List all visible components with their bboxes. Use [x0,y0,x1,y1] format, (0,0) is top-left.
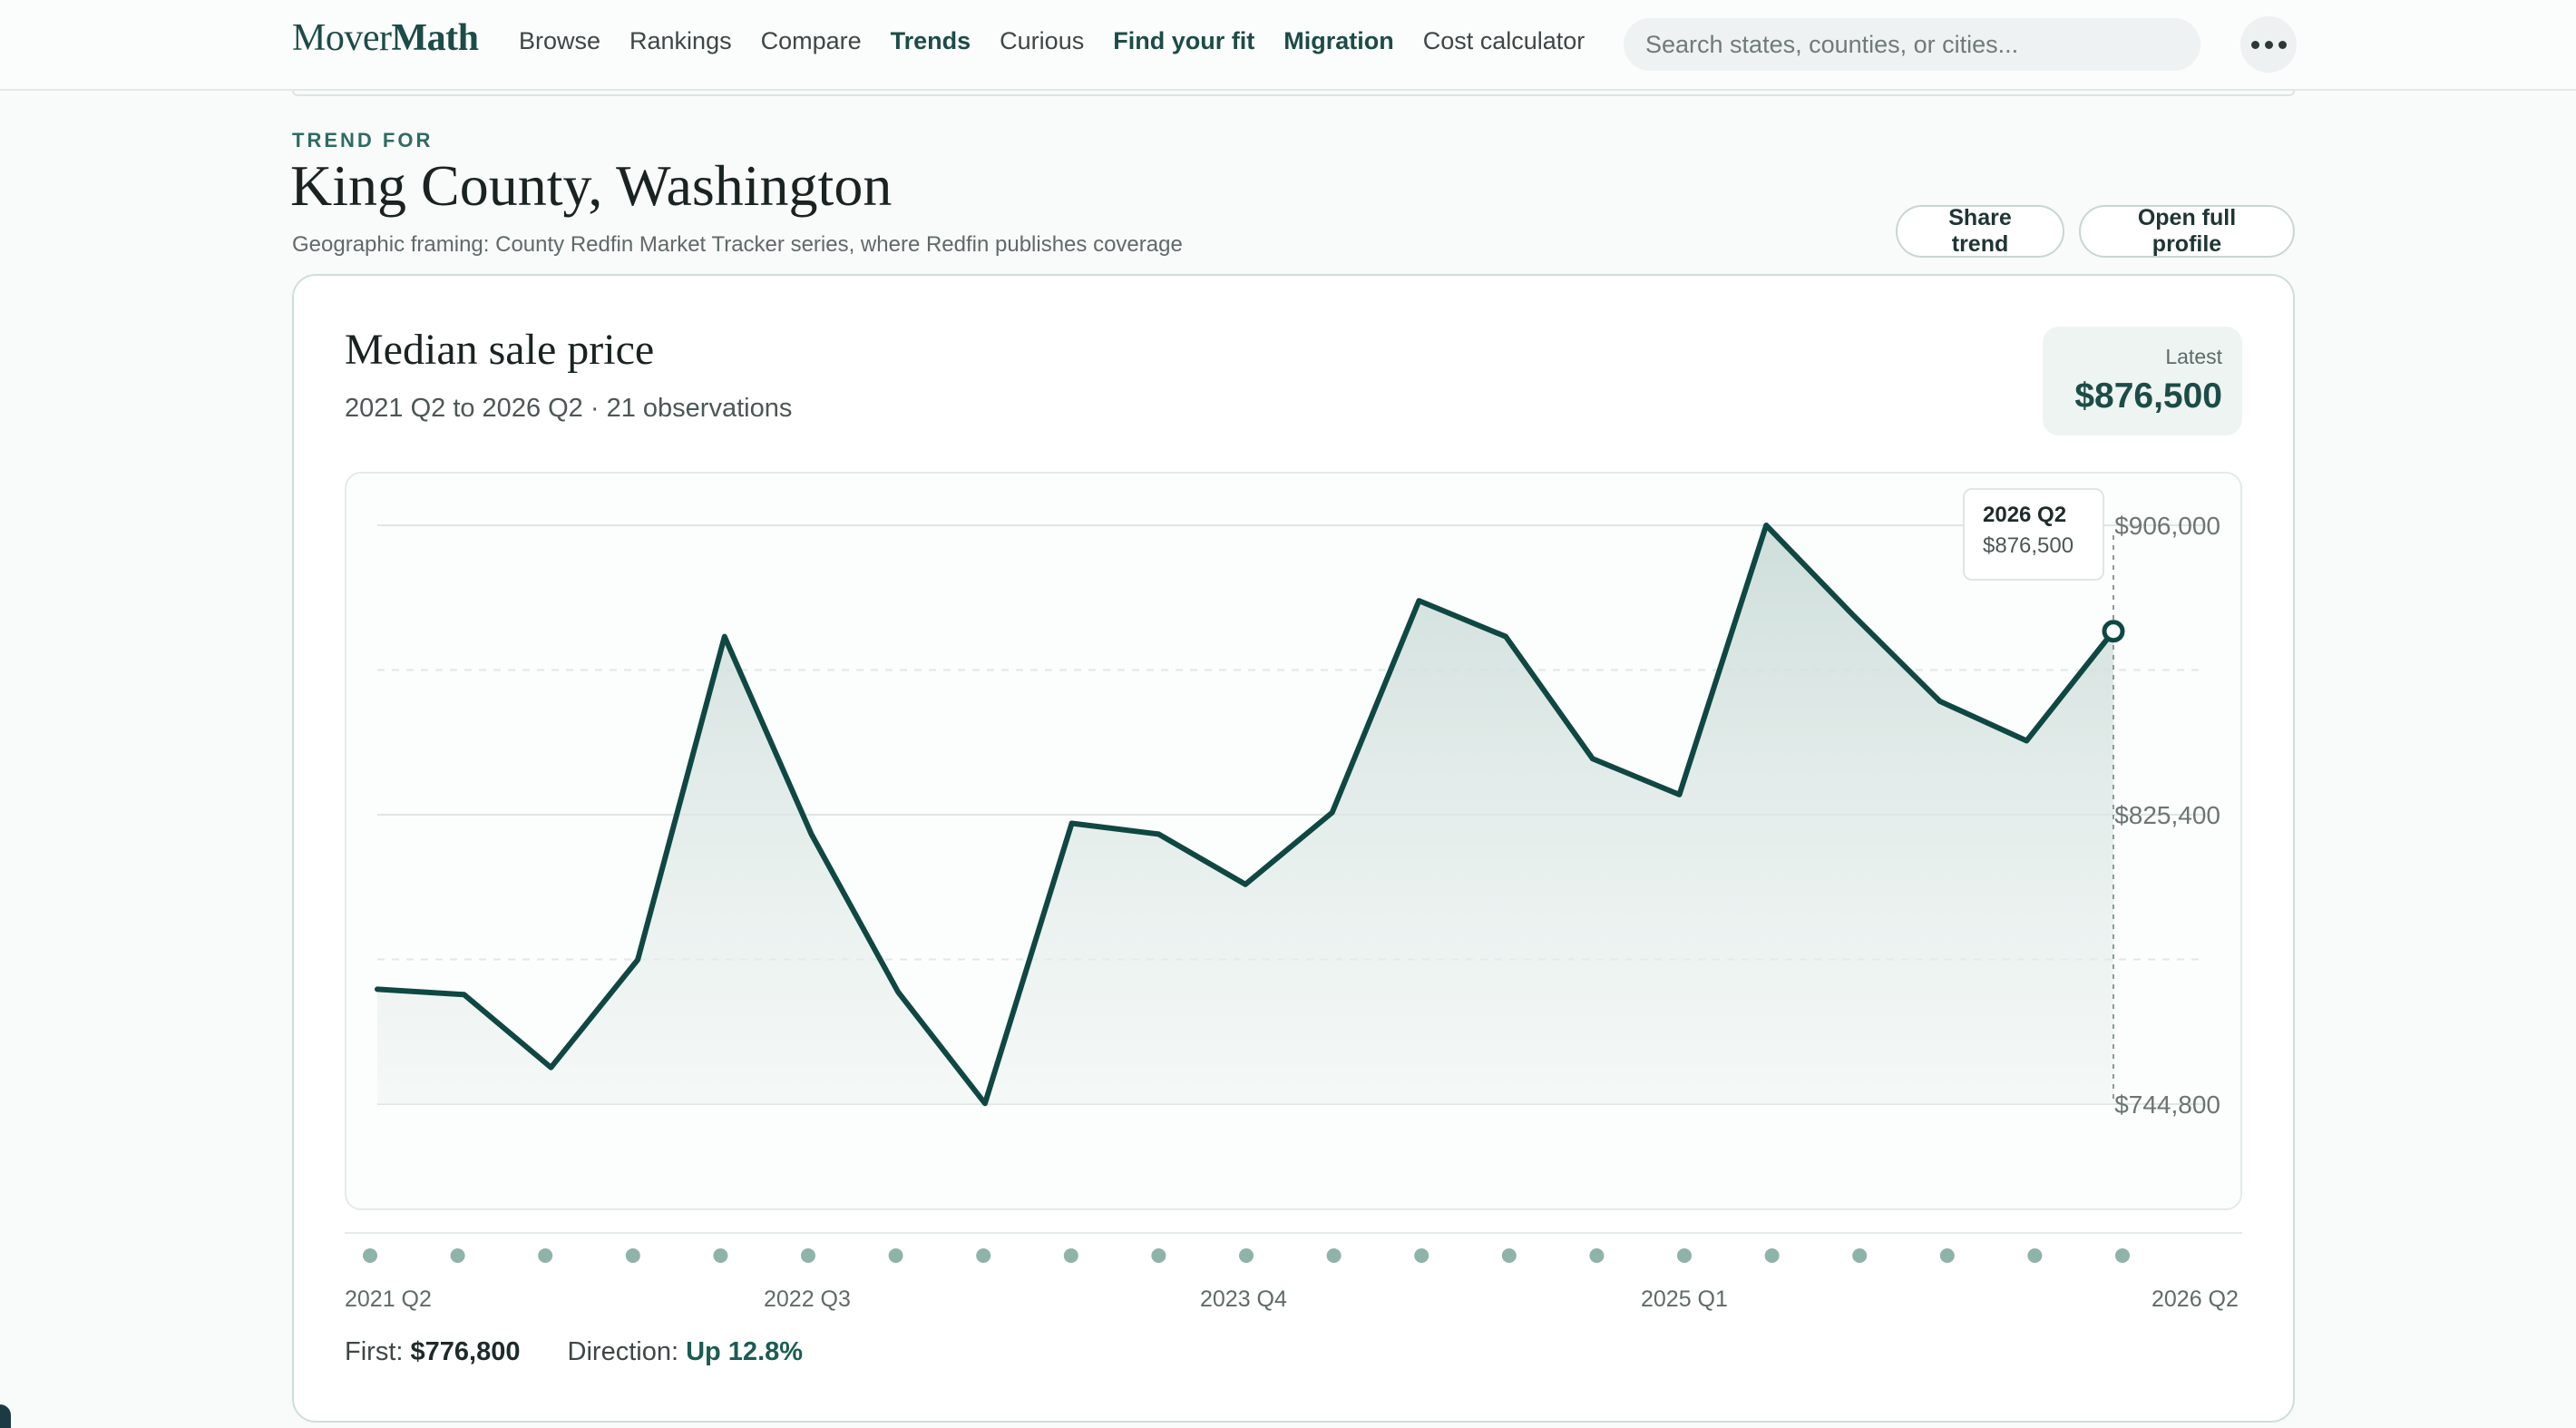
more-menu-button[interactable] [2240,16,2297,73]
first-stat: First: $776,800 [345,1337,520,1367]
latest-label: Latest [2165,345,2222,368]
x-axis-label: 2022 Q3 [764,1286,851,1312]
nav-link-trends[interactable]: Trends [890,27,971,54]
nav-link-curious[interactable]: Curious [1000,27,1085,54]
x-axis-label: 2021 Q2 [345,1286,432,1312]
eyebrow-label: TREND FOR [292,129,434,152]
tooltip-value: $876,500 [1983,533,2074,558]
trend-stats: First: $776,800 Direction: Up 12.8% [345,1337,843,1367]
logo-math: Math [391,17,479,59]
share-trend-button[interactable]: Share trend [1896,205,2064,258]
card-date-range: 2021 Q2 to 2026 Q2 · 21 observations [345,394,793,423]
x-axis-label: 2025 Q1 [1641,1286,1728,1312]
latest-value: $876,500 [2074,377,2222,416]
page-title: King County, Washington [290,153,893,218]
more-horizontal-icon-dot [2264,40,2273,49]
search-input[interactable] [1645,30,2179,59]
latest-value-box: Latest $876,500 [2043,327,2242,435]
first-stat-value: $776,800 [410,1337,521,1366]
direction-stat: Direction: Up 12.8% [568,1337,804,1367]
direction-stat-value: Up 12.8% [686,1337,804,1366]
search-bar[interactable] [1624,18,2200,71]
x-axis-label: 2026 Q2 [2152,1286,2239,1312]
first-stat-label: First: [345,1337,404,1366]
more-horizontal-icon [2250,40,2259,49]
more-horizontal-icon-dot [2278,40,2287,49]
chart-tooltip: 2026 Q2 $876,500 [1963,488,2104,581]
open-full-profile-button[interactable]: Open full profile [2079,205,2295,258]
nav-link-find-your-fit[interactable]: Find your fit [1113,27,1255,54]
card-title: Median sale price [345,326,655,374]
x-axis-label: 2023 Q4 [1200,1286,1287,1312]
nav-link-migration[interactable]: Migration [1283,27,1394,54]
previous-section-edge [292,91,2295,96]
timeline-divider [345,1232,2242,1234]
nav-link-rankings[interactable]: Rankings [629,27,732,54]
logo-mover: Mover [292,17,392,59]
logo[interactable]: MoverMath [292,16,479,60]
nav-link-compare[interactable]: Compare [760,27,862,54]
top-navigation: MoverMath Browse Rankings Compare Trends Cur… [0,0,2576,91]
nav-links: Browse Rankings Compare Trends Curious Find y… [519,27,1585,55]
page-subtitle: Geographic framing: County Redfin Market… [292,232,1183,257]
nav-link-browse[interactable]: Browse [519,27,601,54]
corner-decoration [0,1404,11,1428]
tooltip-period: 2026 Q2 [1983,503,2067,527]
chart-panel[interactable] [345,472,2242,1210]
direction-stat-label: Direction: [567,1337,679,1366]
nav-link-cost-calculator[interactable]: Cost calculator [1422,27,1586,54]
